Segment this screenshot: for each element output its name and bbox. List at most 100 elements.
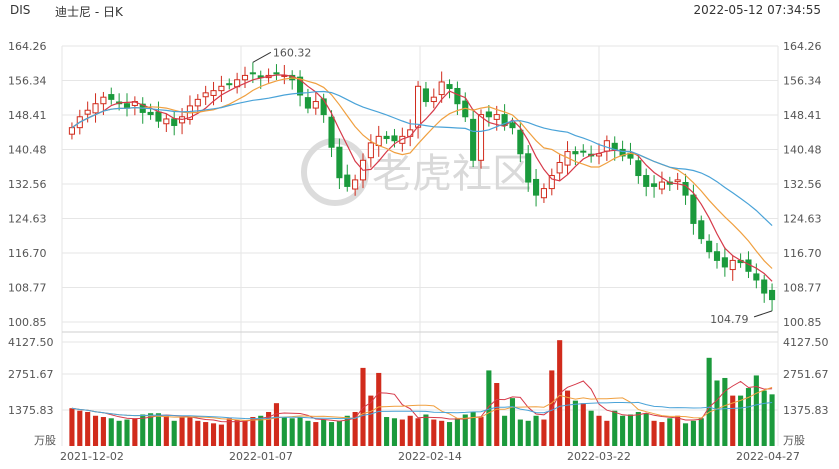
candle-body bbox=[344, 174, 351, 187]
low-annotation: 104.79 bbox=[710, 313, 749, 326]
price-tick-left: 124.63 bbox=[8, 213, 47, 226]
volume-bar bbox=[745, 388, 752, 446]
volume-bar bbox=[423, 414, 429, 446]
volume-bar bbox=[69, 408, 75, 446]
volume-bar bbox=[494, 383, 500, 446]
ma5-line bbox=[71, 74, 773, 282]
candle-body bbox=[249, 72, 256, 75]
price-tick-left: 164.26 bbox=[8, 40, 47, 53]
candle-body bbox=[658, 181, 665, 190]
grid-lines bbox=[61, 45, 779, 446]
candle-body bbox=[690, 194, 697, 224]
volume-bar bbox=[305, 420, 311, 446]
candle-body bbox=[572, 151, 579, 155]
volume-tick-right: 1375.83 bbox=[783, 404, 829, 417]
volume-bar bbox=[250, 417, 256, 446]
ticker-symbol: DIS bbox=[10, 3, 31, 17]
volume-bar bbox=[714, 380, 720, 446]
price-tick-right: 124.63 bbox=[783, 213, 822, 226]
price-tick-right: 148.41 bbox=[783, 109, 822, 122]
candle-body bbox=[328, 116, 335, 148]
candle-body bbox=[68, 127, 75, 135]
volume-bar bbox=[163, 415, 169, 446]
volume-bar bbox=[344, 415, 350, 446]
candle-body bbox=[485, 111, 492, 118]
volume-unit-right: 万股 bbox=[783, 434, 805, 447]
volume-bar bbox=[470, 411, 476, 446]
volume-bar bbox=[431, 419, 437, 446]
stock-name-period: 迪士尼 - 日K bbox=[55, 5, 123, 19]
candle-body bbox=[548, 175, 555, 190]
candle-body bbox=[580, 150, 587, 153]
candle-body bbox=[769, 289, 776, 301]
candle-body bbox=[477, 114, 485, 161]
volume-bar bbox=[761, 390, 767, 446]
candle-body bbox=[729, 259, 736, 271]
candle-body bbox=[603, 140, 610, 152]
candle-body bbox=[761, 279, 768, 294]
volume-bar bbox=[179, 417, 185, 446]
volume-bar bbox=[643, 413, 649, 446]
volume-bar bbox=[564, 390, 571, 446]
watermark-text: 老虎社区 bbox=[372, 151, 532, 197]
price-tick-left: 108.77 bbox=[8, 282, 47, 295]
candle-body bbox=[651, 183, 658, 187]
candle-body bbox=[171, 118, 178, 126]
volume-bar bbox=[258, 415, 264, 446]
volume-bar bbox=[706, 357, 712, 446]
volume-bar bbox=[659, 422, 665, 446]
candle-body bbox=[643, 175, 650, 187]
candle-body bbox=[446, 84, 453, 89]
date-label: 2022-03-22 bbox=[567, 450, 631, 463]
volume-bar bbox=[651, 420, 657, 446]
candle-body bbox=[84, 109, 91, 115]
price-tick-left: 116.70 bbox=[8, 247, 47, 260]
volume-bar bbox=[210, 423, 217, 446]
volume-bar bbox=[132, 418, 138, 446]
volume-bar bbox=[738, 395, 744, 446]
volume-bar bbox=[675, 415, 681, 446]
candle-body bbox=[713, 251, 721, 261]
volume-bar bbox=[85, 411, 91, 446]
volume-bar bbox=[580, 403, 586, 446]
candle-body bbox=[194, 98, 201, 107]
candle-body bbox=[407, 129, 414, 137]
candle-body bbox=[454, 87, 461, 105]
volume-bar bbox=[509, 398, 516, 446]
volume-bar bbox=[281, 417, 287, 446]
candle-body bbox=[297, 76, 304, 96]
date-label: 2022-02-14 bbox=[398, 450, 462, 463]
volume-tick-left: 4127.50 bbox=[8, 336, 54, 349]
volume-unit-left: 万股 bbox=[34, 434, 56, 447]
candle-body bbox=[635, 160, 642, 177]
volume-bar bbox=[753, 375, 759, 446]
volume-ma10-line bbox=[71, 386, 773, 421]
price-tick-left: 156.34 bbox=[8, 75, 47, 88]
candle-body bbox=[556, 161, 563, 174]
low-annotation-leader bbox=[753, 310, 773, 318]
candle-body bbox=[202, 92, 209, 98]
volume-bar bbox=[376, 372, 382, 446]
volume-bar bbox=[242, 420, 248, 446]
volume-bar bbox=[289, 418, 295, 446]
volume-bar bbox=[667, 418, 673, 446]
candle-body bbox=[533, 178, 540, 196]
volume-bar bbox=[446, 422, 453, 446]
volume-bar bbox=[203, 422, 209, 446]
volume-bar bbox=[384, 417, 390, 446]
candle-body bbox=[320, 98, 327, 116]
price-tick-right: 156.34 bbox=[783, 75, 822, 88]
candle-body bbox=[312, 101, 319, 109]
volume-tick-right: 2751.67 bbox=[783, 368, 829, 381]
price-tick-right: 100.85 bbox=[783, 316, 822, 329]
volume-bar bbox=[92, 415, 99, 446]
chart-header: DIS 迪士尼 - 日K 2022-05-12 07:34:55 bbox=[0, 0, 839, 22]
volume-bar bbox=[415, 418, 421, 446]
candle-body bbox=[430, 96, 437, 103]
volume-bar bbox=[486, 370, 492, 446]
candle-body bbox=[100, 96, 107, 105]
volume-bar bbox=[407, 415, 413, 446]
volume-bar bbox=[124, 419, 130, 446]
price-tick-left: 100.85 bbox=[8, 316, 47, 329]
